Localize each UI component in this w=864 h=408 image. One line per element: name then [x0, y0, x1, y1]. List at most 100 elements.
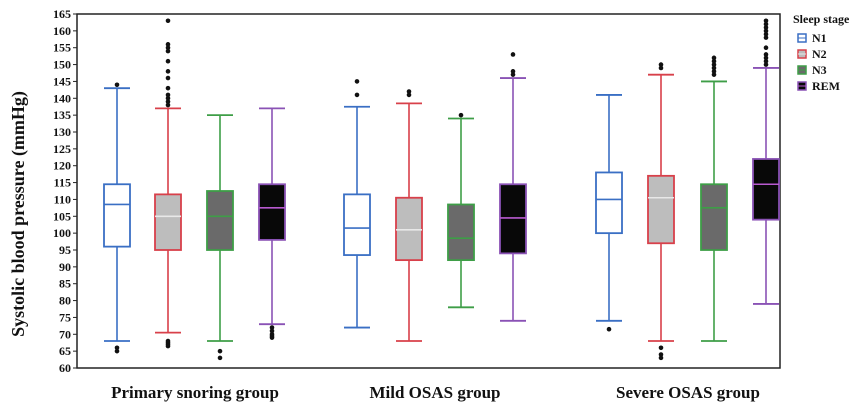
y-tick-label: 60 — [59, 361, 71, 375]
y-tick-label: 65 — [59, 344, 71, 358]
outlier-point — [458, 112, 464, 118]
group-label: Severe OSAS group — [616, 383, 760, 402]
group-labels: Primary snoring group Mild OSAS group Seve… — [111, 383, 760, 402]
outlier-point — [165, 92, 171, 98]
box-n2 — [395, 89, 423, 342]
box-body — [647, 174, 675, 245]
outlier-point — [217, 348, 223, 354]
outlier-point — [711, 58, 717, 64]
legend-label: REM — [812, 79, 840, 93]
outlier-point — [763, 18, 769, 24]
box-rem — [752, 18, 780, 305]
outlier-point — [114, 348, 120, 354]
outlier-point — [711, 62, 717, 67]
outlier-point — [763, 58, 769, 64]
legend-label: N3 — [812, 63, 827, 77]
box-rem — [258, 107, 286, 340]
outlier-point — [763, 31, 769, 37]
group-label: Mild OSAS group — [369, 383, 500, 402]
box-n1 — [103, 82, 131, 354]
outlier-point — [165, 338, 171, 344]
outlier-point — [763, 52, 769, 57]
outlier-point — [165, 69, 171, 74]
box-body — [595, 171, 623, 235]
box-body — [258, 183, 286, 241]
y-tick-label: 100 — [53, 226, 71, 240]
box-series — [103, 18, 780, 361]
y-axis-ticks: 60 65 70 75 80 85 90 95 100 105 110 115 120 125 130 135… — [53, 7, 77, 375]
box-body — [103, 183, 131, 248]
outlier-point — [165, 42, 171, 47]
outlier-point — [354, 79, 360, 84]
outlier-point — [606, 326, 612, 332]
box-body — [395, 196, 423, 262]
y-tick-label: 70 — [59, 327, 71, 341]
outlier-point — [510, 52, 516, 57]
box-body — [700, 183, 728, 251]
outlier-point — [165, 99, 171, 104]
outlier-point — [711, 69, 717, 74]
outlier-point — [763, 45, 769, 51]
box-n1 — [595, 94, 623, 332]
outlier-point — [711, 72, 717, 77]
y-tick-label: 105 — [53, 209, 71, 223]
box-body — [154, 193, 182, 251]
outlier-point — [763, 62, 769, 67]
box-body — [206, 190, 234, 251]
y-tick-label: 80 — [59, 294, 71, 308]
plot-frame — [76, 13, 781, 369]
outlier-point — [114, 345, 120, 351]
outlier-point — [217, 355, 223, 361]
y-tick-label: 95 — [59, 243, 71, 257]
outlier-point — [763, 21, 769, 27]
outlier-point — [165, 48, 171, 54]
outlier-point — [354, 92, 360, 98]
outlier-point — [114, 82, 120, 88]
y-tick-label: 165 — [53, 7, 71, 21]
y-tick-label: 155 — [53, 41, 71, 55]
outlier-point — [165, 45, 171, 51]
box-body — [343, 193, 371, 256]
y-tick-label: 150 — [53, 58, 71, 72]
legend-title: Sleep stage — [793, 12, 850, 26]
y-tick-label: 75 — [59, 310, 71, 324]
outlier-point — [165, 85, 171, 91]
outlier-point — [763, 55, 769, 61]
y-tick-label: 110 — [54, 192, 71, 206]
group-label: Primary snoring group — [111, 383, 279, 402]
outlier-point — [658, 65, 664, 71]
y-tick-label: 160 — [53, 24, 71, 38]
outlier-point — [510, 69, 516, 74]
box-n3 — [700, 55, 728, 342]
y-tick-label: 90 — [59, 260, 71, 274]
outlier-point — [165, 18, 171, 24]
y-tick-label: 125 — [53, 142, 71, 156]
outlier-point — [763, 28, 769, 34]
y-tick-label: 120 — [53, 159, 71, 173]
y-tick-label: 130 — [53, 125, 71, 139]
outlier-point — [165, 75, 171, 81]
y-tick-label: 140 — [53, 91, 71, 105]
outlier-point — [165, 102, 171, 108]
y-tick-label: 145 — [53, 74, 71, 88]
box-body — [499, 183, 527, 255]
outlier-point — [269, 328, 275, 334]
outlier-point — [165, 58, 171, 64]
box-body — [447, 203, 475, 262]
box-n2 — [154, 18, 182, 349]
y-tick-label: 85 — [59, 277, 71, 291]
outlier-point — [711, 55, 717, 61]
y-axis-title-group: Systolic blood pressure (mmHg) — [8, 91, 29, 337]
outlier-point — [763, 25, 769, 30]
outlier-point — [406, 92, 412, 98]
outlier-point — [763, 35, 769, 40]
outlier-point — [510, 72, 516, 77]
box-n1 — [343, 79, 371, 329]
y-axis-title: Systolic blood pressure (mmHg) — [8, 91, 29, 337]
outlier-point — [658, 355, 664, 361]
y-tick-label: 115 — [54, 176, 71, 190]
legend-label: N1 — [812, 31, 827, 45]
box-n3 — [206, 114, 234, 361]
box-body — [752, 158, 780, 221]
